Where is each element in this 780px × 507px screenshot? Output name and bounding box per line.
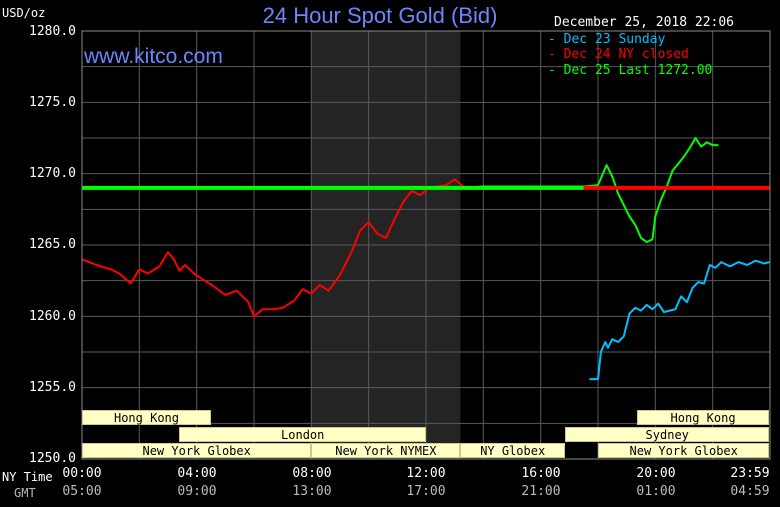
- y-tick-label: 1270.0: [29, 166, 76, 181]
- session-bar-new-york-globex: New York Globex: [598, 443, 770, 458]
- x-tick-ny: 16:00: [521, 466, 561, 481]
- series-line-dec23: [589, 259, 770, 381]
- session-bar-new-york-globex: New York Globex: [82, 443, 312, 458]
- chart-title: 24 Hour Spot Gold (Bid): [262, 3, 498, 28]
- gmt-caption: GMT: [14, 486, 36, 500]
- legend-label-dec25: Dec 25 Last 1272.00: [563, 63, 713, 78]
- grid-lines: [82, 30, 770, 460]
- x-tick-gmt: 09:00: [177, 484, 217, 499]
- y-axis-unit-label: USD/oz: [2, 6, 46, 20]
- legend-item-dec25: - Dec 25 Last 1272.00: [548, 63, 713, 78]
- session-bar-new-york-nymex: New York NYMEX: [311, 443, 461, 458]
- chart-datetime: December 25, 2018 22:06: [554, 15, 735, 30]
- x-tick-gmt: 21:00: [521, 484, 561, 499]
- x-tick-gmt: 04:59: [730, 484, 770, 499]
- x-tick-ny: 04:00: [177, 466, 217, 481]
- website-watermark: www.kitco.com: [84, 45, 223, 68]
- plot-frame: [81, 30, 771, 460]
- session-bar-hong-kong: Hong Kong: [82, 410, 211, 425]
- session-bar-hong-kong: Hong Kong: [636, 410, 770, 425]
- x-tick-ny: 00:00: [62, 466, 102, 481]
- session-bar-sydney: Sydney: [565, 427, 770, 442]
- session-bar-london: London: [179, 427, 426, 442]
- x-tick-ny: 08:00: [292, 466, 332, 481]
- series-layer: [81, 137, 770, 381]
- x-tick-gmt: 17:00: [406, 484, 446, 499]
- legend-label-dec23: Dec 23 Sunday: [563, 32, 666, 47]
- x-tick-gmt: 01:00: [636, 484, 676, 499]
- y-tick-label: 1280.0: [29, 24, 76, 39]
- y-tick-label: 1250.0: [29, 451, 76, 466]
- session-bar-ny-globex: NY Globex: [460, 443, 566, 458]
- x-tick-ny: 23:59: [730, 466, 770, 481]
- x-tick-gmt: 13:00: [292, 484, 332, 499]
- x-tick-ny: 20:00: [636, 466, 676, 481]
- y-tick-label: 1265.0: [29, 237, 76, 252]
- legend-label-dec24: Dec 24 NY closed: [563, 47, 689, 62]
- y-tick-label: 1255.0: [29, 380, 76, 395]
- x-tick-ny: 12:00: [406, 466, 446, 481]
- y-tick-label: 1260.0: [29, 309, 76, 324]
- y-tick-label: 1275.0: [29, 95, 76, 110]
- legend-item-dec23: - Dec 23 Sunday: [548, 32, 666, 47]
- x-tick-gmt: 05:00: [62, 484, 102, 499]
- legend-item-dec24: - Dec 24 NY closed: [548, 47, 689, 62]
- ny-time-caption: NY Time: [2, 470, 53, 484]
